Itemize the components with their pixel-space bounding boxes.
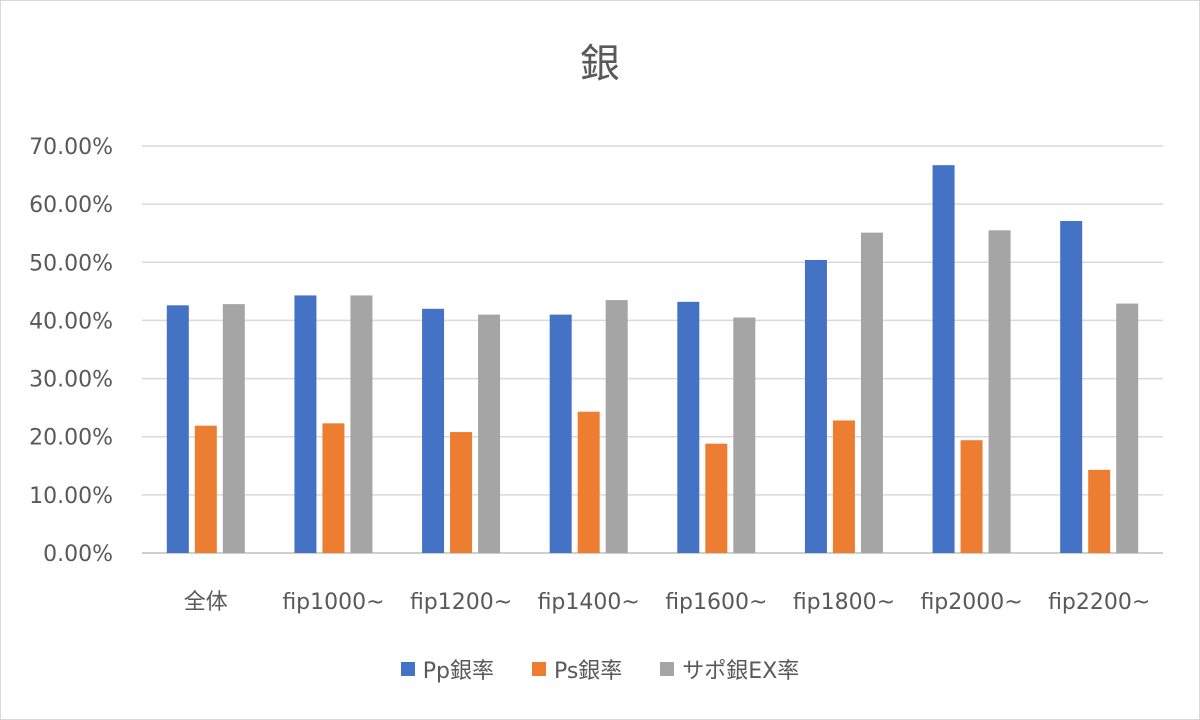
bar-sapo-1	[350, 295, 373, 553]
y-tick-label: 0.00%	[43, 542, 113, 567]
legend: Pp銀率 Ps銀率 サポ銀EX率	[1, 653, 1199, 685]
legend-label: サポ銀EX率	[682, 659, 800, 684]
y-tick-label: 60.00%	[29, 193, 113, 218]
legend-swatch	[400, 662, 415, 676]
x-tick-label: fip1800~	[793, 590, 895, 615]
legend-item: サポ銀EX率	[660, 653, 799, 685]
legend-swatch	[531, 662, 546, 676]
y-tick-label: 20.00%	[29, 426, 113, 451]
x-tick-label: fip1600~	[665, 590, 767, 615]
legend-label: Pp銀率	[422, 659, 494, 684]
bar-pp-5	[804, 259, 827, 553]
y-tick-label: 50.00%	[29, 251, 113, 276]
x-tick-label: fip1400~	[538, 590, 640, 615]
bar-sapo-4	[733, 317, 756, 553]
legend-item: Pp銀率	[400, 653, 494, 685]
bar-ps-1	[322, 423, 345, 553]
bar-pp-6	[932, 165, 955, 554]
bar-sapo-3	[605, 300, 628, 553]
legend-label: Ps銀率	[553, 659, 623, 684]
bar-ps-7	[1088, 469, 1111, 553]
bar-pp-2	[422, 308, 445, 553]
bar-ps-0	[194, 425, 217, 553]
bar-ps-2	[450, 432, 473, 553]
bar-pp-3	[549, 314, 572, 553]
bar-pp-4	[677, 301, 700, 553]
bar-ps-4	[705, 443, 728, 553]
legend-item: Ps銀率	[531, 653, 623, 685]
bar-ps-6	[960, 440, 983, 553]
y-tick-label: 40.00%	[29, 309, 113, 334]
x-tick-label: fip1200~	[410, 590, 512, 615]
x-tick-label: fip2200~	[1048, 590, 1150, 615]
x-tick-label: 全体	[184, 590, 228, 615]
bar-sapo-6	[988, 230, 1011, 554]
bar-pp-1	[294, 295, 317, 553]
bar-ps-5	[832, 420, 855, 553]
x-tick-label: fip2000~	[920, 590, 1022, 615]
y-tick-label: 30.00%	[29, 368, 113, 393]
bar-ps-3	[577, 411, 600, 553]
y-tick-label: 10.00%	[29, 484, 113, 509]
y-tick-label: 70.00%	[29, 135, 113, 160]
x-tick-label: fip1000~	[282, 590, 384, 615]
bar-sapo-2	[478, 314, 501, 553]
bar-pp-7	[1060, 221, 1083, 554]
legend-swatch	[660, 662, 675, 676]
chart-title: 銀	[580, 41, 620, 87]
bar-sapo-7	[1116, 303, 1139, 553]
bar-sapo-0	[222, 304, 245, 553]
bar-pp-0	[166, 305, 189, 553]
bar-sapo-5	[860, 232, 883, 553]
